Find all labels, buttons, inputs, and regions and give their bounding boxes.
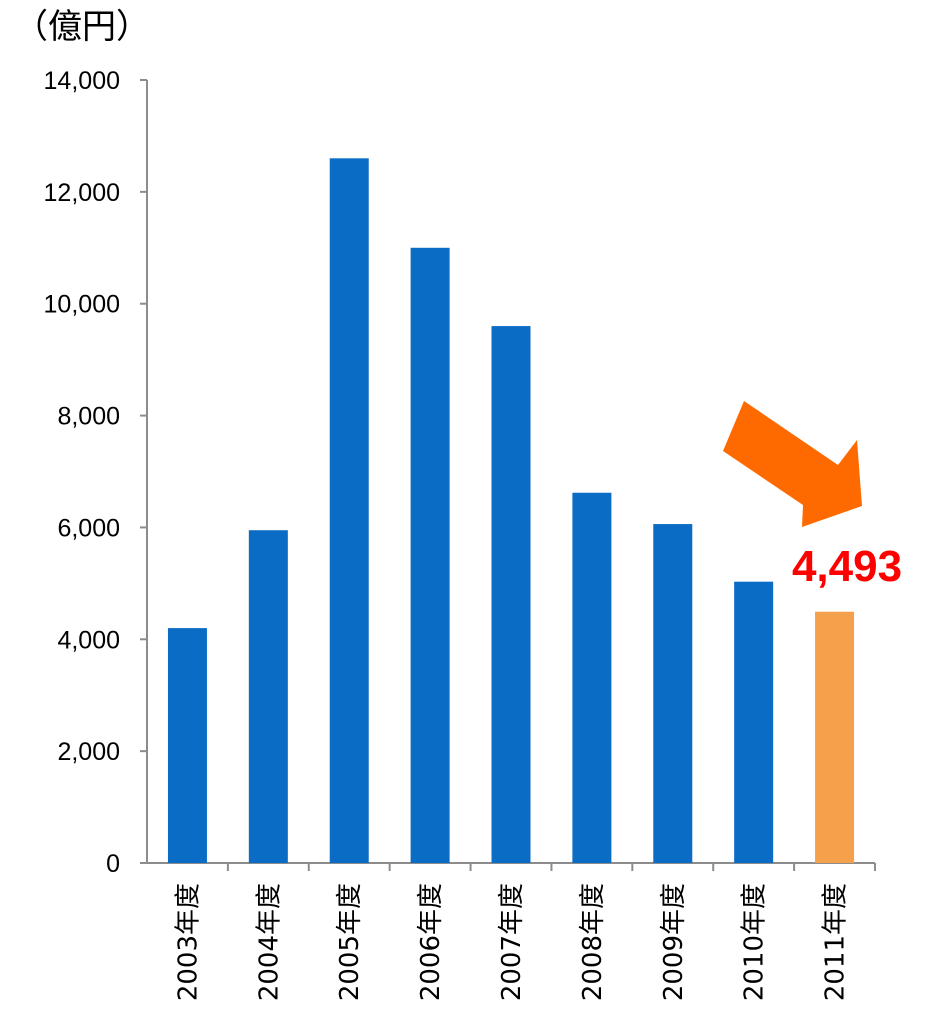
x-tick-label: 2009年度 (659, 883, 689, 1001)
bar-2010年度 (734, 581, 774, 863)
x-tick-labels: 2003年度 2004年度 2005年度 2006年度 2007年度 2008年度 2009… (173, 883, 850, 1001)
y-tick-label: 12,000 (44, 179, 120, 207)
bar-2008年度 (572, 492, 612, 863)
y-tick-label: 4,000 (57, 626, 120, 654)
bar-2003年度 (167, 628, 207, 863)
x-tick-label: 2008年度 (578, 883, 608, 1001)
y-tick-label: 14,000 (44, 67, 120, 95)
x-tick-label: 2006年度 (416, 883, 446, 1001)
bar-2005年度 (329, 158, 369, 864)
y-tick-label: 8,000 (57, 403, 120, 431)
x-tick-label: 2004年度 (254, 883, 284, 1001)
x-tick-label: 2005年度 (335, 883, 365, 1001)
down-right-arrow-icon (723, 401, 862, 527)
bar-2004年度 (248, 530, 288, 863)
x-tick-label: 2011年度 (821, 883, 851, 1001)
bar-2006年度 (410, 247, 450, 864)
y-tick-label: 6,000 (57, 514, 120, 542)
x-tick-label: 2007年度 (497, 883, 527, 1001)
x-tick-label: 2003年度 (173, 883, 203, 1001)
y-tick-label: 2,000 (57, 738, 120, 766)
x-tick-label: 2010年度 (740, 883, 770, 1001)
y-tick-labels: 0 2,000 4,000 6,000 8,000 10,000 12,000 14,000 (44, 67, 120, 878)
bar-2011年度 (815, 611, 855, 863)
bar-series (167, 158, 855, 864)
y-tick-label: 10,000 (44, 291, 120, 319)
callout-value-label: 4,493 (792, 542, 902, 591)
callout-annotation: 4,493 (723, 401, 902, 591)
unit-label: （億円） (14, 7, 150, 47)
bar-2009年度 (653, 524, 693, 863)
y-tick-label: 0 (106, 850, 120, 878)
bar-2007年度 (491, 326, 531, 864)
